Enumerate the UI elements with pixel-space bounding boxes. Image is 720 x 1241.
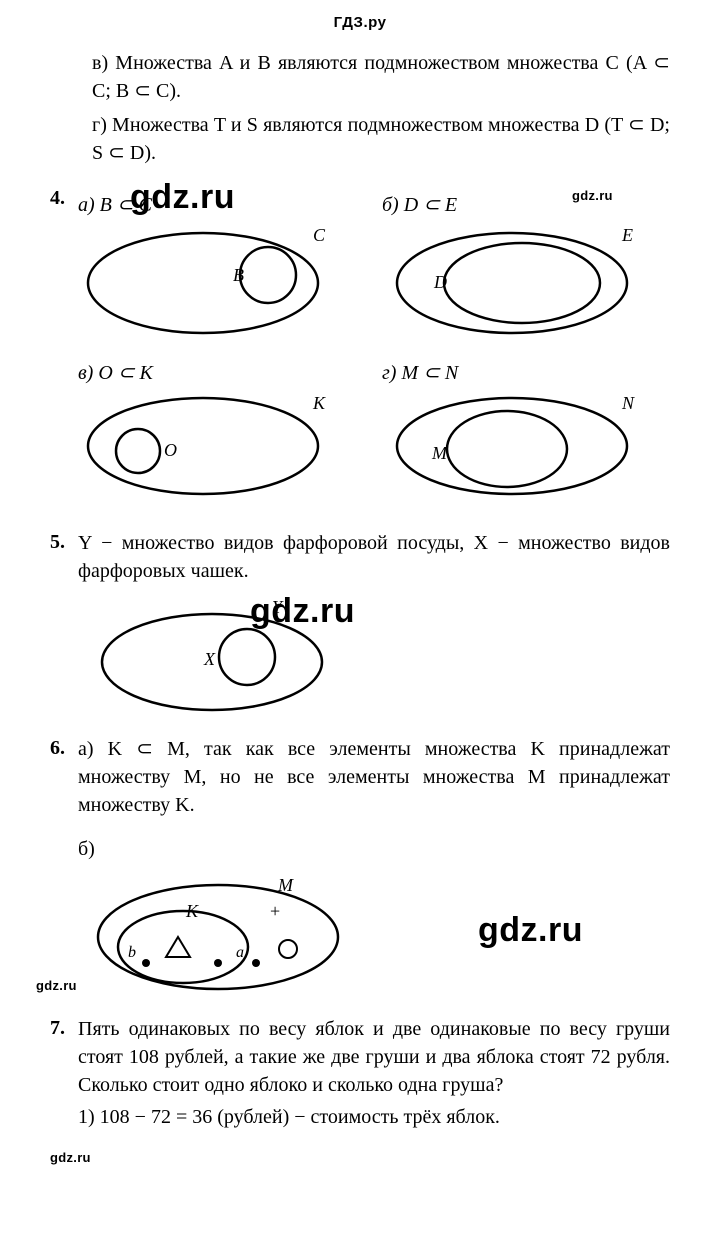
svg-text:K: K	[185, 901, 199, 921]
venn-diagram-v: K O	[78, 391, 338, 501]
question-number-5: 5.	[50, 529, 78, 554]
q7-text: Пять одинаковых по весу яблок и две один…	[78, 1015, 670, 1099]
q6-label-b: б)	[78, 835, 670, 863]
svg-text:K: K	[312, 393, 326, 413]
q6-text-a: а) K ⊂ M, так как все элементы множества…	[78, 735, 670, 819]
venn-diagram-q5: Y X	[92, 597, 352, 717]
site-header: ГДЗ.ру	[50, 0, 670, 49]
svg-text:M: M	[431, 443, 448, 463]
svg-text:b: b	[128, 944, 136, 961]
venn-diagram-q6b: M K b a +	[78, 867, 358, 997]
svg-text:B: B	[233, 265, 244, 285]
q4-label-b: б) D ⊂ E	[382, 191, 670, 219]
venn-diagram-g: N M	[382, 391, 642, 501]
question-number-7: 7.	[50, 1015, 78, 1040]
intro-text-v: в) Множества A и B являются подмножество…	[92, 49, 670, 105]
watermark: gdz.ru	[50, 1150, 91, 1165]
watermark: gdz.ru	[478, 907, 583, 955]
svg-text:N: N	[621, 393, 635, 413]
svg-text:Y: Y	[272, 597, 284, 617]
svg-text:M: M	[277, 875, 294, 895]
question-number-4: 4.	[50, 185, 78, 210]
svg-text:X: X	[203, 649, 216, 669]
q7-step1: 1) 108 − 72 = 36 (рублей) − стоимость тр…	[78, 1103, 670, 1131]
svg-text:a: a	[236, 944, 244, 961]
svg-text:D: D	[433, 272, 447, 292]
svg-text:+: +	[270, 901, 280, 921]
q5-text: Y − множество видов фарфоровой посуды, X…	[78, 529, 670, 585]
venn-diagram-b: E D	[382, 223, 642, 343]
q4-label-v: в) O ⊂ K	[78, 359, 366, 387]
intro-text-g: г) Множества T и S являются подмножество…	[92, 111, 670, 167]
venn-diagram-a: C B	[78, 223, 338, 343]
q4-label-g: г) M ⊂ N	[382, 359, 670, 387]
svg-text:C: C	[313, 225, 326, 245]
q4-label-a: а) B ⊂ C	[78, 191, 366, 219]
svg-text:O: O	[164, 440, 177, 460]
question-number-6: 6.	[50, 735, 78, 760]
svg-text:E: E	[621, 225, 633, 245]
watermark: gdz.ru	[36, 977, 77, 995]
